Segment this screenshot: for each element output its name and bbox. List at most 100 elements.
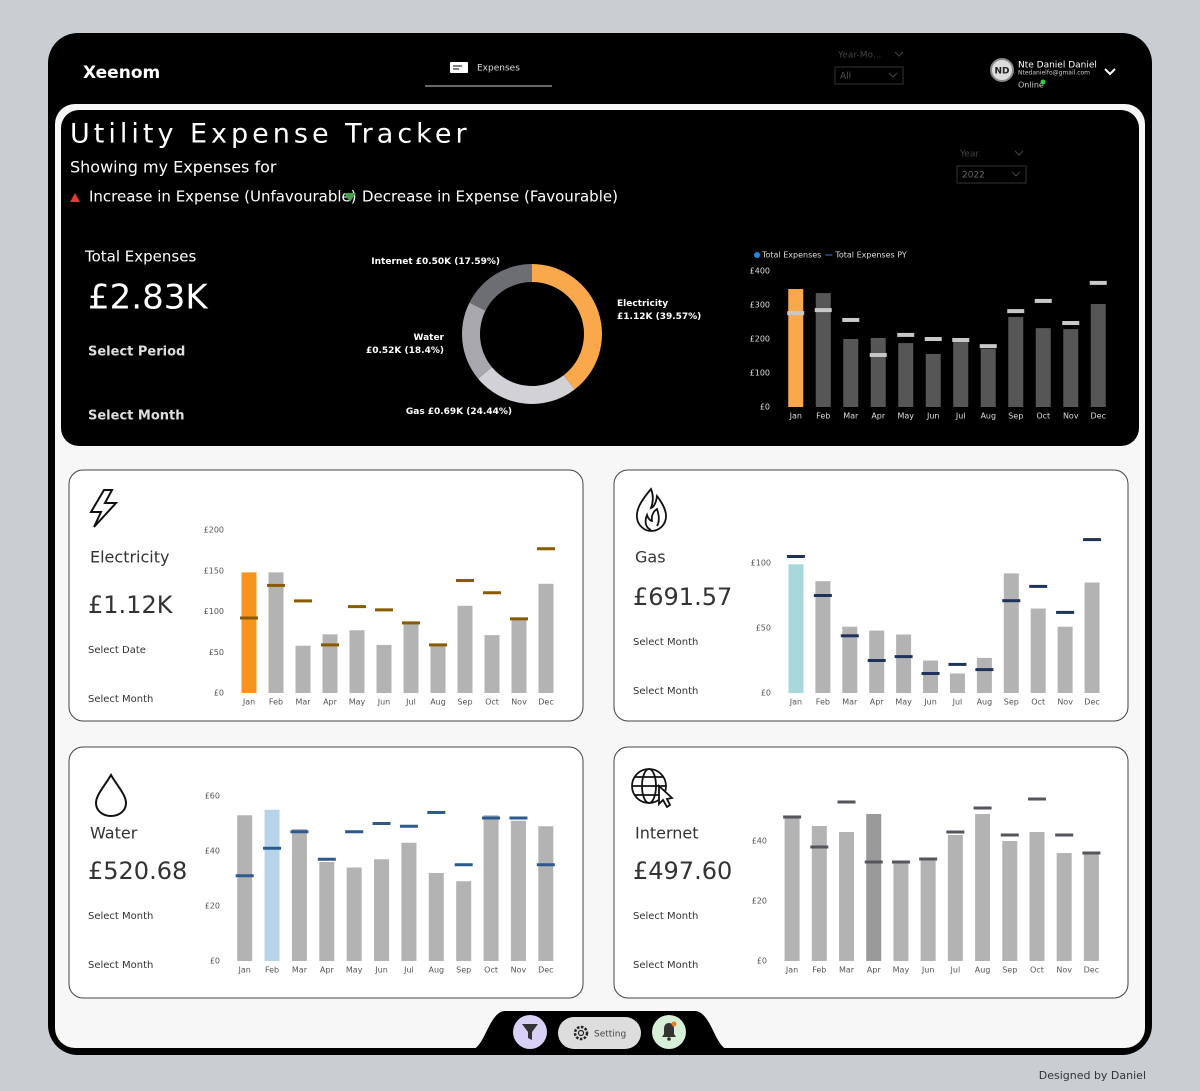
notification-dot	[671, 1021, 677, 1027]
prior-year-marker	[375, 608, 393, 612]
prior-year-marker	[317, 857, 336, 861]
x-tick-label: Sep	[457, 698, 472, 707]
card-link[interactable]: Select Month	[88, 694, 153, 705]
y-tick-label: £20	[205, 902, 220, 911]
water-icon	[94, 773, 128, 818]
x-tick-label: Sep	[1008, 412, 1023, 421]
x-tick-label: Feb	[265, 966, 279, 975]
prior-year-marker	[1029, 584, 1048, 588]
prior-year-marker	[482, 816, 501, 820]
x-tick-label: May	[895, 698, 912, 707]
prior-year-marker	[348, 605, 366, 609]
prior-year-marker	[427, 811, 446, 814]
card-value: £497.60	[633, 857, 732, 885]
prior-year-marker	[814, 308, 832, 313]
decrease-icon	[344, 193, 356, 202]
decrease-label: Decrease in Expense (Favourable)	[362, 188, 618, 206]
bar	[925, 353, 941, 407]
notification-button[interactable]	[652, 1015, 686, 1049]
prior-year-marker	[891, 860, 910, 864]
card-value: £691.57	[633, 583, 732, 611]
avatar-initials: ND	[994, 67, 1009, 77]
prior-year-marker	[897, 332, 915, 337]
card-link[interactable]: Select Date	[88, 645, 146, 656]
donut-label-value: £1.12K (39.57%)	[617, 312, 701, 322]
bar	[896, 634, 912, 693]
bar	[980, 348, 996, 407]
x-tick-label: Jul	[403, 966, 414, 975]
donut-label-value: £0.52K (18.4%)	[366, 346, 444, 356]
summary-panel	[61, 110, 1139, 446]
bar	[1003, 573, 1019, 693]
x-tick-label: Feb	[812, 966, 826, 975]
prior-year-marker	[842, 317, 860, 322]
filter-chevron	[894, 51, 904, 57]
y-tick-label: £0	[214, 689, 224, 698]
card-link[interactable]: Select Month	[633, 637, 698, 648]
setting-button[interactable]: Setting	[558, 1017, 641, 1049]
donut-segment	[532, 264, 602, 390]
y-tick-label: £0	[757, 957, 767, 966]
filter-button[interactable]	[513, 1015, 547, 1049]
donut-label: Electricity £1.12K (39.57%)	[617, 299, 701, 322]
y-tick-label: £400	[750, 267, 770, 276]
prior-year-marker	[372, 822, 391, 825]
expenses-tab[interactable]: Expenses	[425, 62, 552, 87]
donut-label-category: Electricity	[617, 299, 668, 309]
bar	[538, 826, 554, 961]
year-filter[interactable]: Year 2022	[956, 150, 1027, 184]
card-link[interactable]: Select Month	[88, 911, 153, 922]
prior-year-marker	[456, 579, 474, 583]
prior-year-marker	[1034, 298, 1052, 303]
user-chevron	[1104, 68, 1116, 76]
bar	[1030, 608, 1046, 693]
donut-label: Gas £0.69K (24.44%)	[406, 407, 512, 417]
prior-year-marker	[867, 659, 886, 662]
x-tick-label: Apr	[323, 698, 338, 707]
y-tick-label: £40	[205, 847, 220, 856]
card-link[interactable]: Select Month	[633, 911, 698, 922]
x-tick-label: Mar	[843, 412, 859, 421]
card-link[interactable]: Select Month	[88, 960, 153, 971]
bar	[784, 817, 800, 961]
card	[68, 469, 584, 722]
bar	[510, 820, 526, 961]
x-tick-label: May	[893, 966, 910, 975]
kpi-link[interactable]: Select Period	[88, 345, 185, 360]
bar	[949, 673, 965, 693]
status-dot	[1040, 79, 1046, 85]
x-tick-label: Jan	[789, 698, 802, 707]
user-menu[interactable]: ND Nte Daniel Daniel Ntedanielfo@gmail.c…	[990, 58, 1116, 90]
user-name: Nte Daniel Daniel	[1018, 61, 1097, 71]
increase-icon	[70, 193, 80, 202]
bar	[403, 622, 419, 693]
year-filter-label: Year	[959, 150, 979, 160]
y-tick-label: £0	[761, 689, 771, 698]
y-tick-label: £200	[204, 526, 224, 535]
page-title: Utility Expense Tracker	[70, 119, 471, 150]
card-link[interactable]: Select Month	[633, 960, 698, 971]
x-tick-label: Jun	[921, 966, 935, 975]
x-tick-label: Dec	[1084, 698, 1099, 707]
prior-year-marker	[1027, 797, 1046, 801]
bar	[788, 564, 804, 693]
year-filter-value: 2022	[962, 171, 985, 181]
card-value: £1.12K	[88, 591, 174, 619]
bar	[456, 881, 472, 961]
cursor	[658, 783, 674, 809]
bar	[457, 605, 473, 693]
prior-year-marker	[1083, 538, 1102, 542]
bar	[976, 657, 992, 693]
card-link[interactable]: Select Month	[633, 686, 698, 697]
year-month-filter[interactable]: Year-Mo... All	[834, 51, 904, 85]
donut-label-category: Gas	[406, 407, 425, 417]
x-tick-label: Sep	[456, 966, 471, 975]
prior-year-marker	[975, 668, 994, 672]
donut-label-category: Internet	[371, 257, 413, 267]
kpi-link[interactable]: Select Month	[88, 409, 185, 424]
bar	[1008, 316, 1024, 407]
bar	[1090, 303, 1106, 407]
x-tick-label: Dec	[1084, 966, 1099, 975]
x-tick-label: Jul	[952, 698, 963, 707]
donut-label: Water £0.52K (18.4%)	[366, 333, 445, 356]
